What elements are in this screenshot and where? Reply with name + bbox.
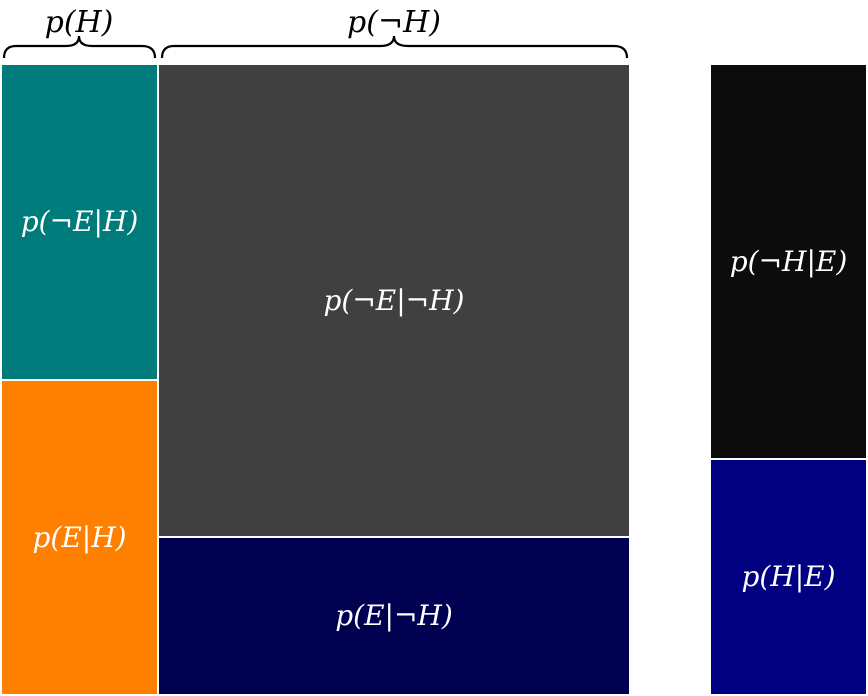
cell-h-given-e-label: p(H|E) <box>741 560 836 593</box>
cell-not-h-given-e: p(¬H|E) <box>711 65 866 458</box>
p-h-brace-label: p(H) <box>44 5 114 40</box>
cell-not-e-given-h-label: p(¬E|H) <box>20 205 139 238</box>
cell-not-h-given-e-label: p(¬H|E) <box>729 244 848 278</box>
cell-h-given-e: p(H|E) <box>711 460 866 694</box>
cell-e-given-not-h: p(E|¬H) <box>159 538 629 694</box>
p-not-h-brace-label: p(¬H) <box>347 5 441 40</box>
cell-e-given-h-label: p(E|H) <box>32 520 127 554</box>
p-not-h-brace <box>160 35 629 59</box>
cell-not-e-given-not-h-label: p(¬E|¬H) <box>323 283 465 317</box>
cell-not-e-given-not-h: p(¬E|¬H) <box>159 65 629 536</box>
cell-e-given-not-h-label: p(E|¬H) <box>335 599 453 632</box>
cell-not-e-given-h: p(¬E|H) <box>2 65 157 379</box>
cell-e-given-h: p(E|H) <box>2 381 157 694</box>
p-h-brace <box>2 35 157 59</box>
